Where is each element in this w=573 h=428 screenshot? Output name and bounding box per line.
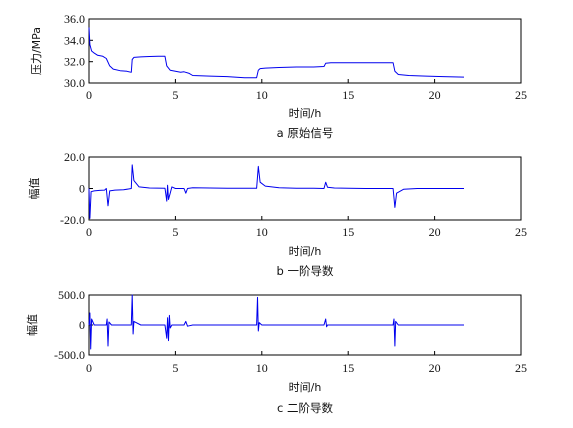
x-ticks-c: 0 5 10 15 20 25 [86,351,527,375]
y-axis-label-c: 幅值 [26,314,39,336]
y-ticks-a: 36.0 34.0 32.0 30.0 [64,12,93,90]
chart-b: 20.0 0 -20.0 0 5 10 15 20 25 幅值 时间/h b 一… [28,150,527,278]
y-ticks-b: 20.0 0 -20.0 [60,150,93,227]
caption-a: a 原始信号 [277,126,334,140]
x-tick-label: 5 [172,88,178,102]
y-tick-label: -500.0 [54,348,85,362]
x-tick-label: 15 [342,225,354,239]
x-tick-label: 25 [515,225,527,239]
y-tick-label: 0 [79,318,85,332]
x-ticks-b: 0 5 10 15 20 25 [86,216,527,239]
x-tick-label: 0 [86,225,92,239]
series-line-b [88,164,464,219]
y-tick-label: 32.0 [64,55,85,69]
x-ticks-a: 0 5 10 15 20 25 [86,79,527,102]
y-axis-label-b: 幅值 [28,178,41,200]
y-tick-label: -20.0 [60,213,85,227]
x-tick-label: 10 [256,225,268,239]
x-tick-label: 15 [342,361,354,375]
series-line-c [88,294,464,350]
y-tick-label: 500.0 [58,288,85,302]
x-tick-label: 10 [256,361,268,375]
caption-c: c 二阶导数 [277,401,333,415]
x-tick-label: 5 [172,361,178,375]
y-tick-label: 34.0 [64,33,85,47]
x-tick-label: 0 [86,88,92,102]
x-axis-label-b: 时间/h [289,245,322,258]
x-tick-label: 25 [515,88,527,102]
x-tick-label: 5 [172,225,178,239]
y-tick-label: 30.0 [64,76,85,90]
x-tick-label: 15 [342,88,354,102]
x-axis-label-c: 时间/h [289,381,322,394]
chart-a: 36.0 34.0 32.0 30.0 0 5 10 15 20 25 压力/M… [30,12,527,140]
x-tick-label: 10 [256,88,268,102]
x-axis-label-a: 时间/h [289,107,322,120]
y-ticks-c: 500.0 0 -500.0 [54,288,93,362]
chart-c: 500.0 0 -500.0 0 5 10 15 20 25 幅值 时间/h c… [26,288,527,415]
y-tick-label: 0 [79,182,85,196]
x-tick-label: 20 [429,361,441,375]
y-axis-label-a: 压力/MPa [30,27,43,75]
y-tick-label: 36.0 [64,12,85,26]
caption-b: b 一阶导数 [277,264,334,278]
x-tick-label: 20 [429,88,441,102]
series-line-a [88,27,465,79]
x-tick-label: 20 [429,225,441,239]
y-tick-label: 20.0 [64,150,85,164]
x-tick-label: 0 [86,361,92,375]
x-tick-label: 25 [515,361,527,375]
plot-frame-a [88,18,522,84]
